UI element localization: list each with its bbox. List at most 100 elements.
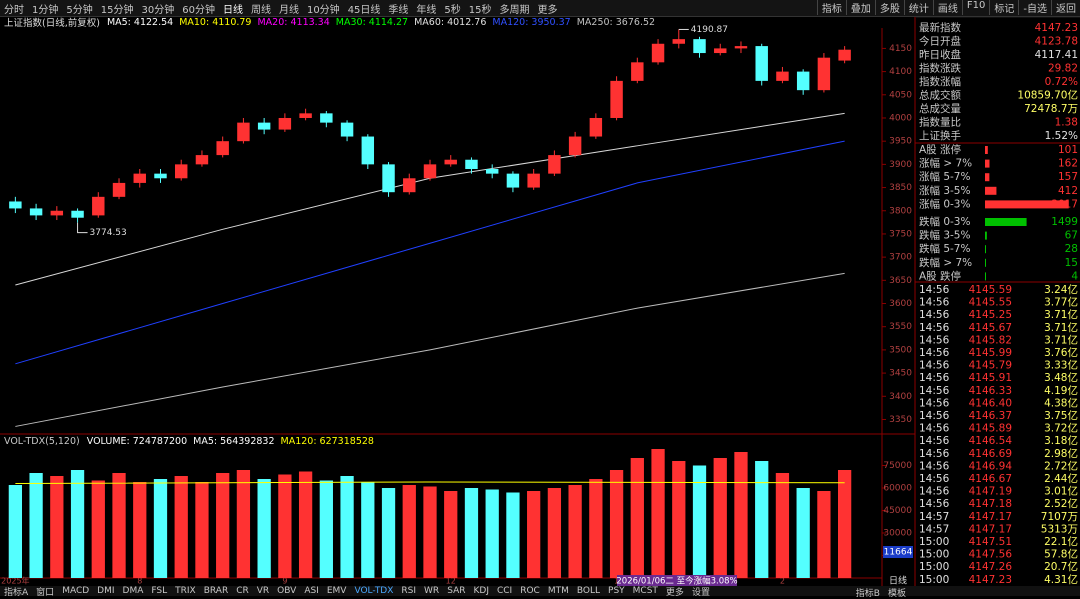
indicator-tab[interactable]: RSI xyxy=(401,586,417,596)
trade-price: 4146.40 xyxy=(969,397,1012,409)
ma-label: MA120: 3950.37 xyxy=(492,16,571,28)
indicator-tab[interactable]: DMI xyxy=(97,586,115,596)
indicator-tab[interactable]: BOLL xyxy=(576,586,601,596)
tool-button[interactable]: 返回 xyxy=(1051,0,1080,15)
trade-price: 4145.99 xyxy=(969,347,1012,359)
period-button[interactable]: 季线 xyxy=(388,4,409,16)
ma-line xyxy=(15,112,845,286)
period-button[interactable]: 日线 xyxy=(222,4,243,16)
period-button[interactable]: 15分钟 xyxy=(100,4,134,16)
period-button[interactable]: 更多 xyxy=(537,4,558,16)
indicator-tab[interactable]: 更多 xyxy=(665,587,684,598)
period-button[interactable]: 多周期 xyxy=(499,4,530,16)
indicator-tab[interactable]: SAR xyxy=(447,586,466,596)
volume-bar xyxy=(444,491,458,578)
indicator-tab[interactable]: 指标A xyxy=(4,587,29,598)
period-button[interactable]: 5分钟 xyxy=(66,4,93,16)
y-tick-label: 3500 xyxy=(889,345,912,355)
period-button[interactable]: 45日线 xyxy=(347,4,381,16)
indicator-tab[interactable]: DMA xyxy=(122,586,144,596)
indicator-tab[interactable]: WR xyxy=(424,586,440,596)
indicator-tab[interactable]: MCST xyxy=(632,586,658,596)
indicator-tab[interactable]: TRIX xyxy=(175,586,196,596)
breadth-label: 跌幅 5-7% xyxy=(919,242,970,255)
breadth-bar xyxy=(985,173,990,182)
trade-volume: 3.72亿 xyxy=(1044,422,1078,435)
breadth-value: 157 xyxy=(1058,171,1078,183)
trade-price: 4146.69 xyxy=(969,448,1012,460)
trade-volume: 2.98亿 xyxy=(1044,447,1078,460)
trade-volume: 3.71亿 xyxy=(1044,321,1078,334)
trade-price: 4147.56 xyxy=(969,549,1013,561)
tool-button[interactable]: 画线 xyxy=(932,0,962,15)
candle-body xyxy=(548,155,561,174)
y-tick-label: 3950 xyxy=(889,137,912,147)
indicator-tab[interactable]: EMV xyxy=(326,586,347,596)
volume-label: MA5: 564392832 xyxy=(193,435,275,447)
indicator-tab[interactable]: 模板 xyxy=(887,589,906,599)
indicator-tab[interactable]: CCI xyxy=(496,586,513,596)
breadth-label: 涨幅 > 7% xyxy=(919,157,972,170)
ma-line xyxy=(15,140,845,365)
indicator-tab[interactable]: VOL-TDX xyxy=(354,586,394,596)
indicator-tab[interactable]: CR xyxy=(236,586,249,596)
indicator-tab[interactable]: BRAR xyxy=(203,586,229,596)
tool-button[interactable]: -自选 xyxy=(1018,0,1051,15)
trade-volume: 3.75亿 xyxy=(1044,409,1078,422)
period-button[interactable]: 5秒 xyxy=(444,4,461,16)
x-tick-label: 12 xyxy=(446,577,456,586)
tool-button[interactable]: 标记 xyxy=(989,0,1018,15)
period-button[interactable]: 月线 xyxy=(278,4,299,16)
tool-button[interactable]: 叠加 xyxy=(845,0,875,15)
candle-body xyxy=(506,173,520,188)
stat-value: 10859.70亿 xyxy=(1017,89,1078,102)
breadth-value: 3017 xyxy=(1051,198,1078,210)
indicator-tab[interactable]: OBV xyxy=(277,586,297,596)
trade-volume: 3.71亿 xyxy=(1044,308,1078,321)
trade-time: 15:00 xyxy=(919,536,949,548)
tool-button[interactable]: F10 xyxy=(961,0,989,15)
breadth-bar xyxy=(985,186,997,195)
indicator-tab[interactable]: 指标B xyxy=(855,589,880,599)
tool-button[interactable]: 统计 xyxy=(903,0,933,15)
trade-price: 4146.37 xyxy=(969,410,1012,422)
trade-time: 14:56 xyxy=(919,347,950,359)
breadth-label: 跌幅 > 7% xyxy=(919,256,972,269)
indicator-tab[interactable]: PSY xyxy=(608,586,625,596)
trade-volume: 4.38亿 xyxy=(1044,396,1078,409)
indicator-tab[interactable]: 窗口 xyxy=(36,587,55,598)
period-button[interactable]: 1分钟 xyxy=(32,4,59,16)
indicator-tab[interactable]: ASI xyxy=(304,586,319,596)
period-button[interactable]: 10分钟 xyxy=(306,4,340,16)
volume-title: VOL-TDX(5,120) xyxy=(4,435,80,447)
candle-body xyxy=(714,48,727,54)
volume-bar xyxy=(91,480,105,578)
period-button[interactable]: 年线 xyxy=(416,4,437,16)
period-button[interactable]: 周线 xyxy=(250,4,271,16)
period-button[interactable]: 60分钟 xyxy=(182,4,215,16)
indicator-tab[interactable]: VR xyxy=(256,586,270,596)
low-label: 3774.53 xyxy=(90,228,127,238)
indicator-tab[interactable]: MACD xyxy=(62,586,90,596)
y-tick-label: 3550 xyxy=(889,322,912,332)
indicator-tab[interactable]: KDJ xyxy=(473,586,489,596)
tool-button[interactable]: 指标 xyxy=(816,0,846,15)
indicator-tab[interactable]: 设置 xyxy=(691,587,710,598)
trade-price: 4147.51 xyxy=(969,536,1012,548)
breadth-bar xyxy=(985,231,987,240)
indicator-tab[interactable]: MTM xyxy=(547,586,569,596)
volume-ma xyxy=(15,481,845,484)
indicator-tab[interactable]: FSL xyxy=(151,586,168,596)
cursor-label: 11664 xyxy=(884,548,913,558)
trade-time: 14:56 xyxy=(919,322,950,334)
breadth-value: 4 xyxy=(1071,270,1078,282)
indicator-tab[interactable]: ROC xyxy=(520,586,540,596)
period-button[interactable]: 30分钟 xyxy=(141,4,175,16)
tool-button[interactable]: 多股 xyxy=(874,0,904,15)
volume-bar xyxy=(70,470,85,578)
candle-body xyxy=(693,39,706,54)
y-tick-label: 3650 xyxy=(889,276,912,286)
period-button[interactable]: 分时 xyxy=(4,4,24,16)
period-button[interactable]: 15秒 xyxy=(468,4,492,16)
trade-time: 14:57 xyxy=(919,523,949,535)
